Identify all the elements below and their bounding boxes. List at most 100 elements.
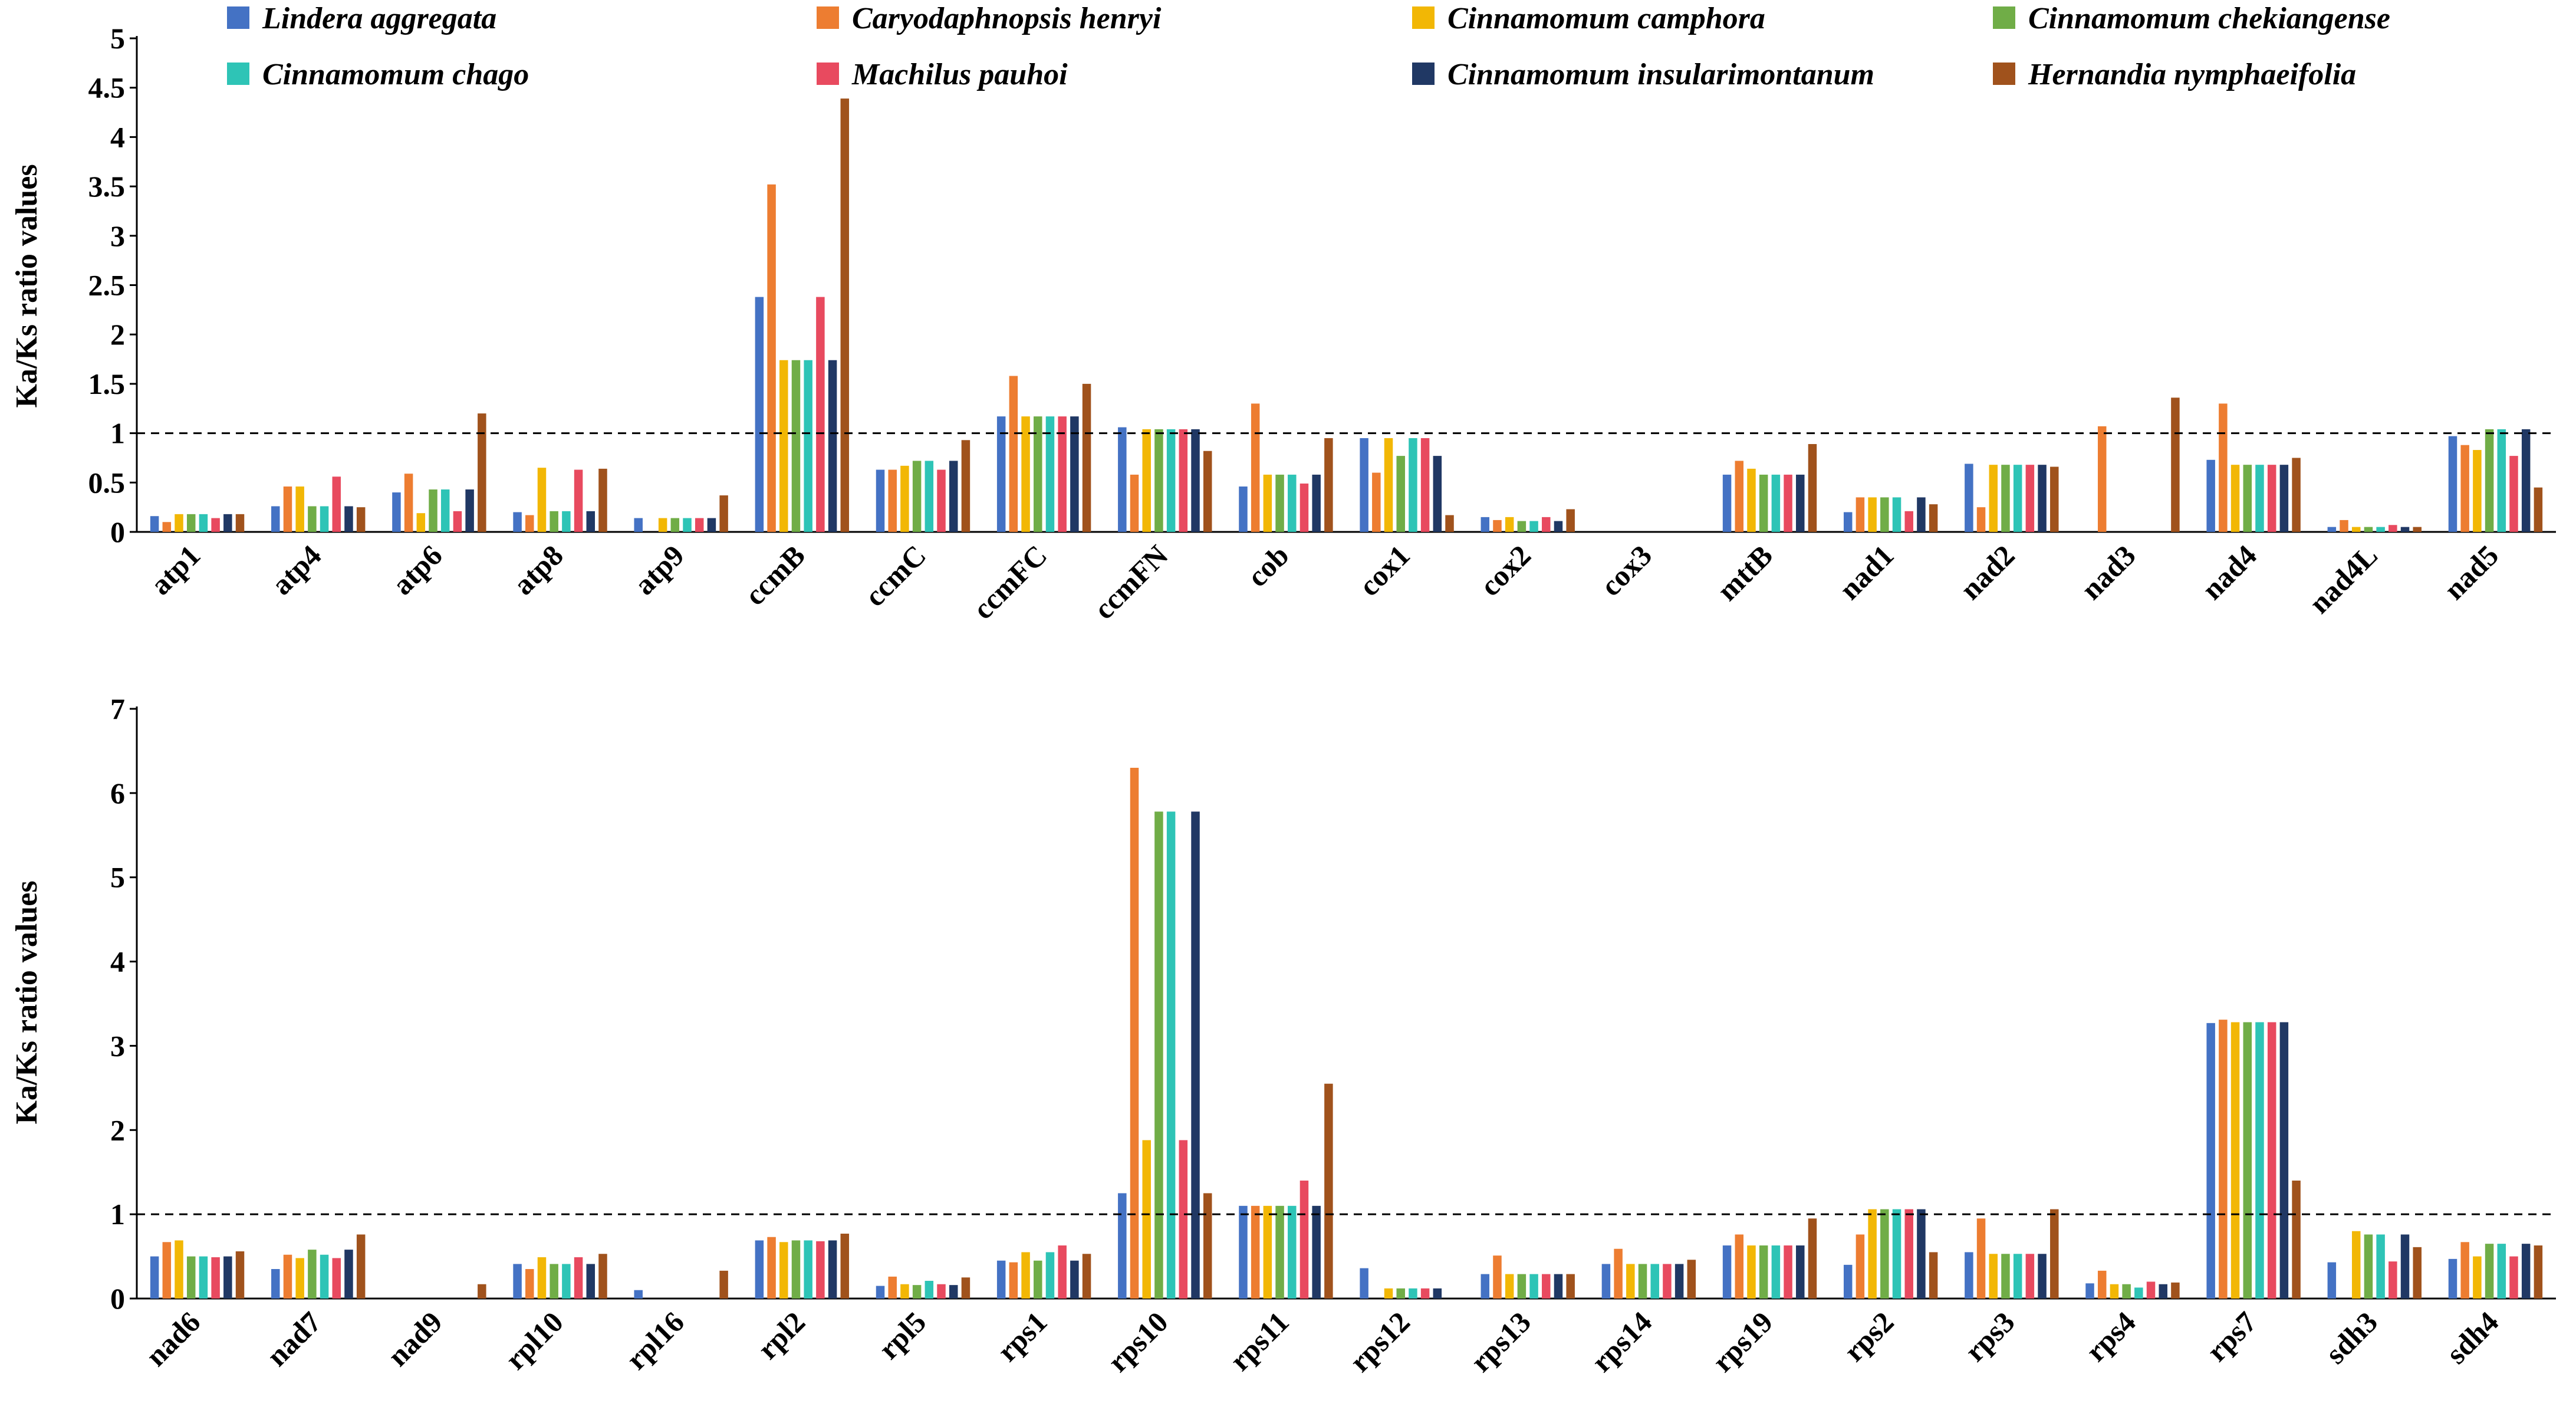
- bar-rps3-hernandia-nymphaeifolia: [2050, 1209, 2059, 1299]
- bar-ccmfc-cinnamomum-insularimontanum: [1070, 416, 1079, 532]
- bar-rps19-machilus-pauhoi: [1784, 1245, 1792, 1299]
- bar-cox2-caryodaphnopsis-henryi: [1493, 520, 1502, 532]
- bar-rps12-cinnamomum-camphora: [1384, 1288, 1393, 1299]
- legend: Lindera aggregata Caryodaphnopsis henryi C…: [227, 2, 2390, 91]
- bar-rps13-cinnamomum-camphora: [1505, 1274, 1514, 1299]
- bar-rps19-lindera-aggregata: [1722, 1245, 1732, 1299]
- legend-item-cinnamomum-chago: Cinnamomum chago: [227, 58, 529, 91]
- bar-rps1-hernandia-nymphaeifolia: [1082, 1254, 1091, 1299]
- x-tick-label-ccmb: ccmB: [738, 538, 811, 612]
- top-panel-chart: Ka/Ks ratio values 0 0.5 1 1.5 2 2.5 3 3.5 4 4.5 5 a…: [10, 22, 2556, 626]
- legend-swatch: [1993, 6, 2015, 29]
- bar-ccmfn-cinnamomum-insularimontanum: [1191, 429, 1200, 532]
- bar-rpl5-hernandia-nymphaeifolia: [961, 1277, 970, 1299]
- bar-rps13-cinnamomum-chekiangense: [1517, 1274, 1526, 1299]
- x-tick-label-ccmfc: ccmFC: [966, 538, 1054, 626]
- bar-nad6-caryodaphnopsis-henryi: [162, 1242, 172, 1299]
- bar-rps13-lindera-aggregata: [1481, 1274, 1490, 1299]
- bar-rps13-hernandia-nymphaeifolia: [1566, 1274, 1575, 1299]
- bar-nad5-lindera-aggregata: [2448, 436, 2457, 532]
- bar-rps11-cinnamomum-insularimontanum: [1312, 1205, 1321, 1299]
- bar-rpl10-lindera-aggregata: [513, 1264, 522, 1299]
- bar-nad1-cinnamomum-chekiangense: [1880, 497, 1889, 532]
- bar-ccmb-lindera-aggregata: [755, 297, 764, 532]
- y-tick-label: 4: [110, 120, 125, 153]
- bar-nad2-caryodaphnopsis-henryi: [1976, 507, 1986, 532]
- bar-cob-cinnamomum-chago: [1288, 474, 1297, 532]
- bar-nad1-hernandia-nymphaeifolia: [1929, 504, 1938, 532]
- legend-swatch: [817, 6, 839, 29]
- bar-rps11-lindera-aggregata: [1239, 1205, 1248, 1299]
- bar-atp9-cinnamomum-chago: [683, 518, 692, 532]
- bar-nad6-cinnamomum-insularimontanum: [223, 1256, 232, 1299]
- bar-nad5-cinnamomum-camphora: [2473, 450, 2482, 532]
- x-tick-label-rps2: rps2: [1837, 1305, 1900, 1368]
- bar-nad3-hernandia-nymphaeifolia: [2171, 397, 2180, 532]
- bar-sdh4-cinnamomum-camphora: [2473, 1256, 2482, 1299]
- bar-cox1-caryodaphnopsis-henryi: [1372, 472, 1381, 532]
- bar-nad4l-cinnamomum-camphora: [2351, 527, 2361, 532]
- x-tick-label-cox3: cox3: [1594, 538, 1658, 602]
- bar-rps7-cinnamomum-chekiangense: [2243, 1022, 2252, 1299]
- bar-sdh3-cinnamomum-insularimontanum: [2400, 1234, 2410, 1299]
- bar-rps3-cinnamomum-chago: [2013, 1254, 2022, 1299]
- x-tick-label-rps13: rps13: [1464, 1305, 1537, 1378]
- bar-rpl16-hernandia-nymphaeifolia: [719, 1270, 728, 1299]
- bar-rpl10-cinnamomum-insularimontanum: [586, 1264, 596, 1299]
- bar-rps14-cinnamomum-camphora: [1626, 1264, 1635, 1299]
- bar-rps10-cinnamomum-chekiangense: [1154, 811, 1163, 1299]
- bar-rps3-machilus-pauhoi: [2025, 1254, 2035, 1299]
- bar-nad5-cinnamomum-chekiangense: [2485, 429, 2494, 532]
- bar-nad4-cinnamomum-chekiangense: [2243, 465, 2252, 532]
- x-tick-label-nad4l: nad4L: [2302, 538, 2384, 620]
- bar-rpl2-cinnamomum-chekiangense: [791, 1240, 801, 1299]
- bar-rpl5-cinnamomum-insularimontanum: [949, 1285, 958, 1299]
- bar-nad1-caryodaphnopsis-henryi: [1855, 497, 1865, 532]
- bar-rps11-cinnamomum-camphora: [1263, 1205, 1272, 1299]
- bar-nad1-cinnamomum-insularimontanum: [1917, 497, 1926, 532]
- bar-mttb-lindera-aggregata: [1722, 474, 1732, 532]
- bar-nad4-lindera-aggregata: [2206, 459, 2215, 532]
- y-tick-label: 5: [110, 861, 125, 894]
- bar-nad9-hernandia-nymphaeifolia: [478, 1284, 486, 1299]
- bar-cob-hernandia-nymphaeifolia: [1324, 438, 1333, 532]
- bar-rps12-lindera-aggregata: [1360, 1268, 1368, 1299]
- bar-rps2-cinnamomum-chekiangense: [1880, 1209, 1889, 1299]
- bar-rps12-machilus-pauhoi: [1420, 1288, 1430, 1299]
- bar-cox2-hernandia-nymphaeifolia: [1566, 509, 1575, 532]
- bar-sdh3-machilus-pauhoi: [2389, 1261, 2397, 1299]
- bar-nad5-cinnamomum-chago: [2497, 429, 2506, 532]
- bar-sdh4-cinnamomum-chago: [2497, 1244, 2506, 1299]
- bar-rps13-machilus-pauhoi: [1542, 1274, 1551, 1299]
- bar-atp9-cinnamomum-camphora: [658, 518, 667, 532]
- bar-rps12-cinnamomum-insularimontanum: [1433, 1288, 1442, 1299]
- bar-ccmfc-cinnamomum-chago: [1045, 416, 1055, 532]
- bar-ccmfn-lindera-aggregata: [1118, 427, 1127, 532]
- bar-cox2-cinnamomum-chekiangense: [1517, 521, 1526, 532]
- bar-rps7-cinnamomum-camphora: [2230, 1022, 2240, 1299]
- bar-rpl10-machilus-pauhoi: [574, 1257, 583, 1299]
- bar-cox2-cinnamomum-camphora: [1505, 517, 1514, 532]
- bar-nad1-cinnamomum-camphora: [1868, 497, 1877, 532]
- bar-cox1-cinnamomum-insularimontanum: [1433, 456, 1442, 532]
- bar-rps11-cinnamomum-chago: [1288, 1205, 1297, 1299]
- bar-ccmb-cinnamomum-camphora: [779, 360, 788, 532]
- bar-rps14-lindera-aggregata: [1601, 1264, 1611, 1299]
- bar-rps4-machilus-pauhoi: [2146, 1281, 2156, 1299]
- legend-label: Lindera aggregata: [262, 2, 496, 35]
- bar-rpl2-cinnamomum-insularimontanum: [828, 1240, 837, 1299]
- bar-atp8-machilus-pauhoi: [574, 469, 583, 532]
- x-tick-label-rps1: rps1: [991, 1305, 1053, 1368]
- bar-rps11-cinnamomum-chekiangense: [1275, 1205, 1284, 1299]
- y-tick-label: 5: [110, 22, 125, 55]
- bar-atp9-cinnamomum-chekiangense: [670, 518, 680, 532]
- bar-rpl10-cinnamomum-chago: [562, 1264, 571, 1299]
- bar-rps1-cinnamomum-camphora: [1021, 1252, 1030, 1299]
- bar-rps4-cinnamomum-chekiangense: [2122, 1284, 2131, 1299]
- bar-atp9-hernandia-nymphaeifolia: [719, 495, 728, 532]
- bar-nad4-cinnamomum-insularimontanum: [2279, 465, 2289, 532]
- legend-swatch: [227, 63, 249, 85]
- bar-atp1-cinnamomum-chago: [199, 514, 208, 532]
- bar-nad7-cinnamomum-chago: [320, 1254, 329, 1299]
- bar-rps1-machilus-pauhoi: [1058, 1245, 1067, 1299]
